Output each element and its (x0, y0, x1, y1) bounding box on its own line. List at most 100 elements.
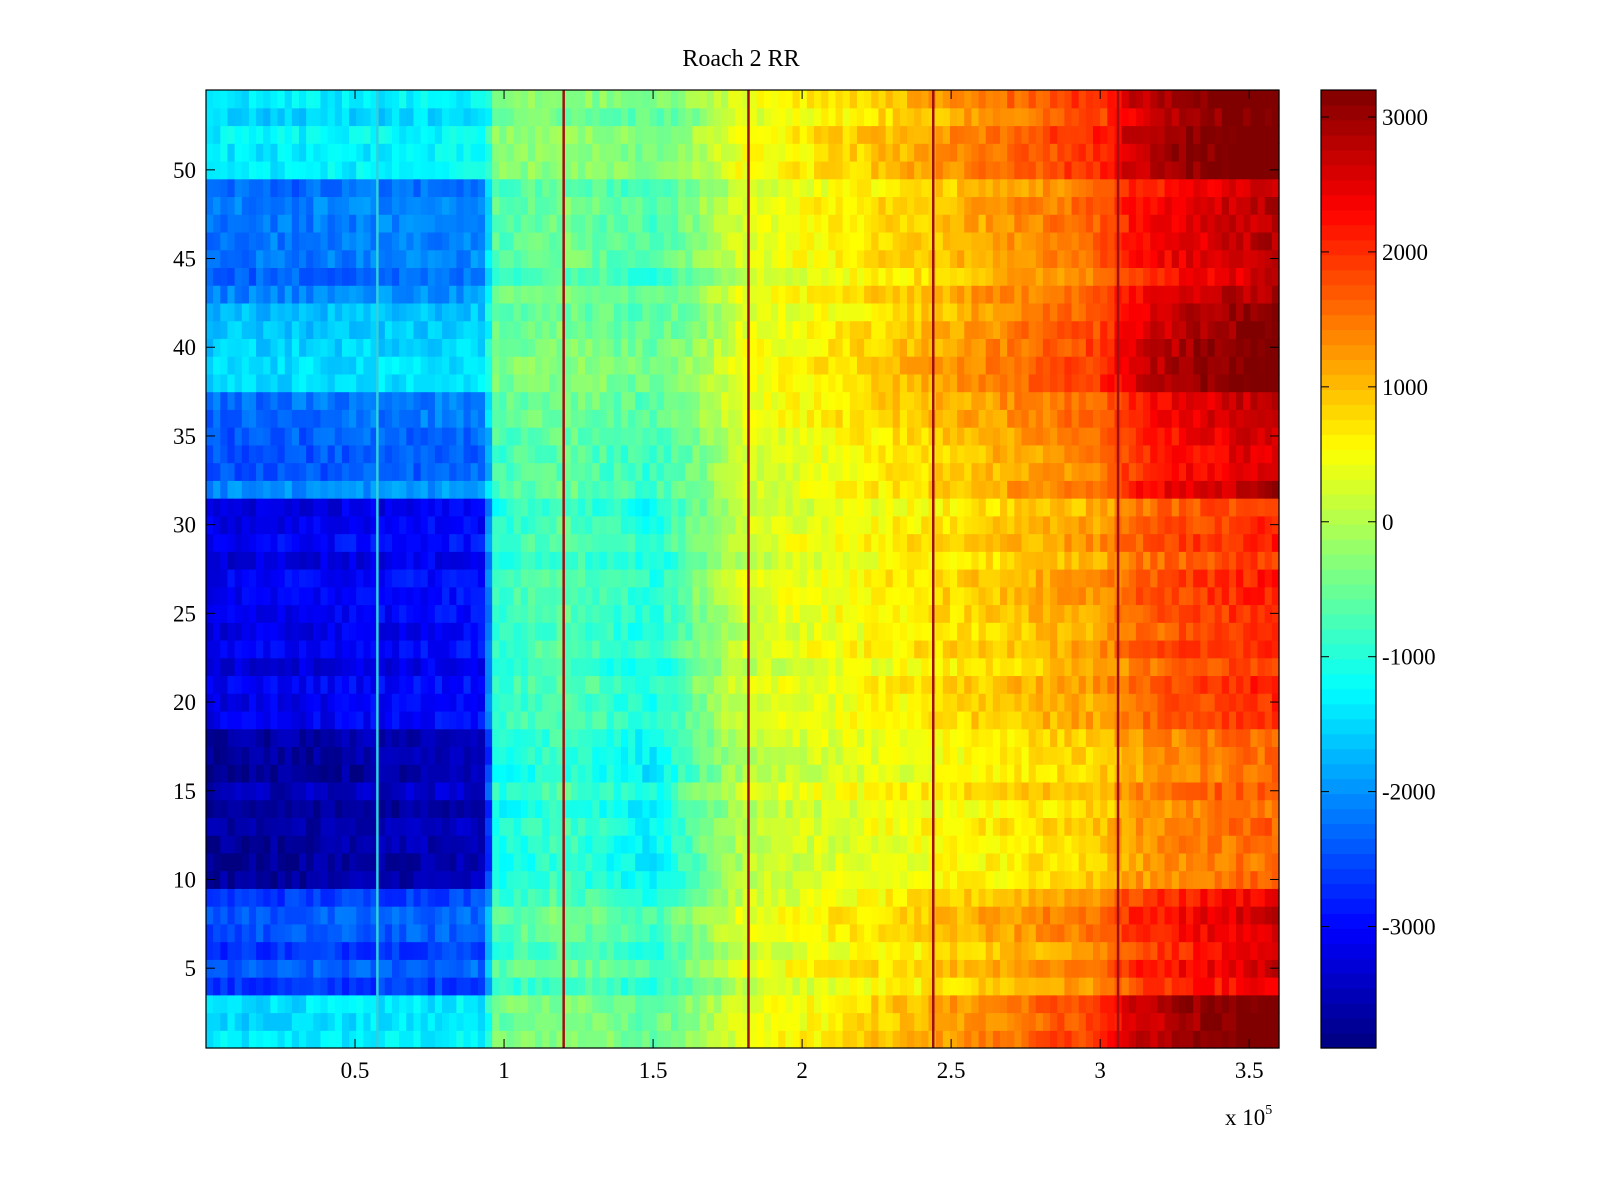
heatmap-cell (434, 781, 443, 801)
heatmap-cell (778, 498, 787, 517)
heatmap-cell (1200, 799, 1209, 818)
heatmap-cell (771, 639, 779, 659)
heatmap-cell (234, 639, 243, 659)
heatmap-cell (263, 764, 271, 783)
heatmap-cell (270, 906, 279, 925)
heatmap-cell (1078, 604, 1087, 623)
heatmap-cell (828, 977, 837, 996)
heatmap-cell (1171, 498, 1180, 517)
heatmap-cell (420, 444, 429, 464)
heatmap-cell (1157, 710, 1166, 730)
heatmap-cell (535, 657, 543, 677)
heatmap-cell (1050, 799, 1058, 818)
heatmap-cell (1093, 515, 1101, 535)
heatmap-cell (356, 622, 364, 641)
heatmap-cell (542, 515, 550, 535)
heatmap-cell (1228, 817, 1237, 836)
heatmap-cell (1164, 586, 1173, 606)
heatmap-cell (506, 622, 515, 641)
heatmap-cell (427, 480, 436, 499)
heatmap-cell (642, 994, 651, 1014)
heatmap-cell (1250, 746, 1259, 765)
heatmap-cell (592, 994, 601, 1014)
heatmap-cell (1257, 1012, 1266, 1031)
heatmap-cell (1078, 1012, 1087, 1031)
heatmap-cell (442, 746, 450, 765)
heatmap-cell (885, 622, 894, 641)
heatmap-cell (1085, 870, 1094, 889)
heatmap-cell (1193, 657, 1201, 677)
heatmap-cell (771, 906, 779, 925)
heatmap-cell (520, 906, 529, 925)
heatmap-cell (313, 515, 322, 535)
heatmap-cell (220, 799, 229, 818)
heatmap-cell (692, 586, 701, 606)
heatmap-cell (1100, 994, 1108, 1014)
heatmap-cell (585, 977, 593, 996)
heatmap-cell (527, 604, 536, 623)
heatmap-cell (406, 941, 415, 960)
heatmap-cell (363, 923, 372, 943)
heatmap-cell (241, 728, 250, 748)
heatmap-cell (856, 586, 865, 606)
heatmap-cell (1057, 480, 1065, 499)
heatmap-cell (663, 622, 672, 641)
heatmap-cell (1178, 604, 1187, 623)
heatmap-cell (792, 977, 801, 996)
heatmap-cell (778, 604, 787, 623)
heatmap-cell (635, 870, 643, 889)
heatmap-cell (520, 710, 529, 730)
heatmap-cell (484, 835, 493, 854)
heatmap-cell (713, 480, 722, 499)
heatmap-cell (821, 728, 829, 748)
heatmap-cell (1157, 852, 1166, 872)
heatmap-cell (306, 977, 314, 996)
heatmap-cell (549, 1012, 558, 1031)
heatmap-cell (1221, 515, 1230, 535)
heatmap-cell (892, 462, 901, 481)
heatmap-cell (1264, 888, 1273, 907)
heatmap-cell (549, 728, 558, 748)
heatmap-cell (535, 781, 543, 801)
heatmap-cell (814, 799, 822, 818)
heatmap-cell (1228, 515, 1237, 535)
heatmap-cell (1257, 959, 1266, 978)
heatmap-cell (1100, 622, 1108, 641)
heatmap-cell (370, 835, 379, 854)
heatmap-cell (921, 888, 930, 907)
heatmap-cell (728, 639, 736, 659)
heatmap-cell (606, 852, 615, 872)
heatmap-cell (1071, 693, 1080, 712)
heatmap-cell (349, 675, 357, 694)
heatmap-cell (1243, 657, 1251, 677)
heatmap-cell (1128, 888, 1137, 907)
heatmap-cell (685, 569, 694, 588)
heatmap-cell (685, 498, 694, 517)
heatmap-cell (799, 977, 808, 996)
heatmap-cell (1128, 569, 1137, 588)
heatmap-cell (885, 941, 894, 960)
heatmap-cell (1121, 639, 1130, 659)
heatmap-cell (391, 586, 400, 606)
heatmap-cell (899, 941, 908, 960)
heatmap-cell (935, 852, 944, 872)
heatmap-cell (1200, 657, 1209, 677)
heatmap-cell (914, 906, 922, 925)
heatmap-cell (1164, 1012, 1173, 1031)
heatmap-cell (985, 852, 994, 872)
heatmap-cell (449, 604, 457, 623)
heatmap-cell (248, 728, 257, 748)
heatmap-cell (728, 693, 736, 712)
heatmap-cell (377, 746, 386, 765)
heatmap-cell (377, 977, 386, 996)
heatmap-cell (1164, 781, 1173, 801)
heatmap-cell (1221, 941, 1230, 960)
heatmap-cell (1150, 480, 1158, 499)
heatmap-cell (520, 817, 529, 836)
heatmap-cell (456, 959, 465, 978)
heatmap-cell (1100, 959, 1108, 978)
heatmap-cell (735, 639, 744, 659)
heatmap-cell (706, 639, 715, 659)
heatmap-cell (277, 444, 286, 464)
heatmap-cell (778, 888, 787, 907)
